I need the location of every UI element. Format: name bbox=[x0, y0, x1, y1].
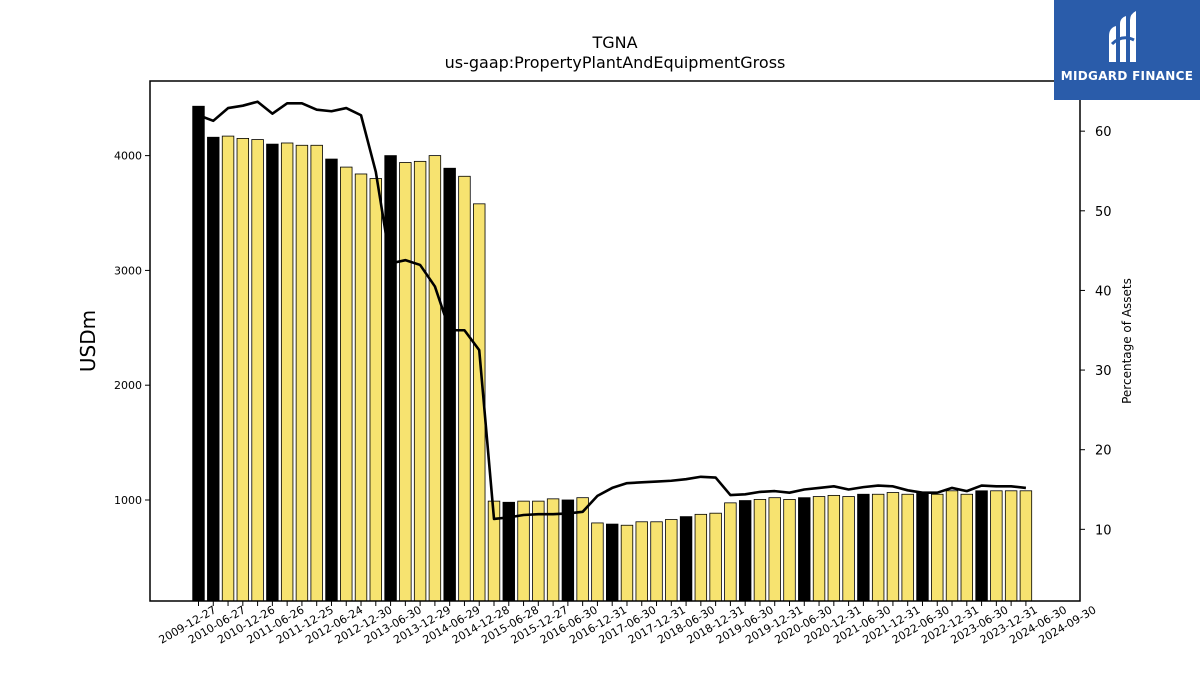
bar bbox=[665, 519, 678, 602]
bar bbox=[694, 513, 708, 602]
bar bbox=[635, 521, 648, 602]
y2-axis-label: Percentage of Assets bbox=[1120, 278, 1134, 404]
bar bbox=[295, 144, 309, 602]
bar bbox=[280, 142, 294, 602]
bar bbox=[753, 499, 767, 602]
bar bbox=[606, 523, 619, 602]
bar bbox=[413, 160, 427, 602]
bar bbox=[650, 521, 663, 602]
bar bbox=[886, 492, 900, 602]
bar bbox=[591, 522, 604, 602]
bar bbox=[842, 496, 855, 602]
bar bbox=[532, 500, 545, 602]
bar bbox=[325, 158, 338, 602]
bar bbox=[236, 137, 250, 602]
y-axis-label: USDm bbox=[76, 309, 100, 373]
bar bbox=[738, 500, 752, 602]
bar bbox=[812, 496, 826, 602]
bar bbox=[192, 105, 205, 602]
bar bbox=[251, 139, 264, 602]
bar bbox=[931, 493, 944, 602]
bar bbox=[340, 166, 353, 602]
y2-tick-label: 40 bbox=[1095, 284, 1112, 299]
bar bbox=[709, 512, 722, 602]
bar bbox=[901, 493, 914, 602]
bar bbox=[827, 494, 841, 602]
bar bbox=[369, 178, 383, 602]
chart-title: TGNA bbox=[592, 33, 638, 52]
bar bbox=[207, 136, 220, 602]
y-tick-label: 2000 bbox=[114, 379, 142, 392]
logo-text: MIDGARD FINANCE bbox=[1060, 69, 1194, 83]
chart-subtitle: us-gaap:PropertyPlantAndEquipmentGross bbox=[444, 53, 786, 72]
bar bbox=[1019, 490, 1033, 602]
bar bbox=[975, 490, 988, 602]
y-tick-label: 4000 bbox=[114, 150, 142, 163]
y-tick-label: 1000 bbox=[114, 494, 142, 507]
bar bbox=[1004, 490, 1018, 602]
bar bbox=[783, 499, 796, 602]
bar bbox=[458, 175, 471, 602]
bar bbox=[916, 492, 929, 602]
bar bbox=[798, 497, 811, 602]
y2-tick-label: 20 bbox=[1095, 444, 1112, 459]
y2-tick-label: 50 bbox=[1095, 205, 1112, 220]
midgard-finance-logo: MIDGARD FINANCE bbox=[1054, 0, 1200, 100]
bar bbox=[679, 516, 693, 602]
bar bbox=[354, 173, 368, 602]
bar bbox=[561, 499, 575, 602]
bar bbox=[990, 490, 1003, 602]
bar bbox=[724, 502, 737, 602]
bar bbox=[399, 162, 412, 602]
bar bbox=[221, 135, 235, 602]
bar bbox=[310, 144, 323, 602]
bar bbox=[768, 497, 781, 602]
percentage-line bbox=[198, 100, 1027, 521]
bar bbox=[857, 493, 870, 602]
bar bbox=[384, 155, 397, 602]
y-tick-label: 3000 bbox=[114, 264, 142, 277]
y2-tick-label: 60 bbox=[1095, 125, 1112, 140]
bar bbox=[871, 493, 885, 602]
bar bbox=[428, 155, 442, 602]
plot-frame bbox=[149, 80, 1081, 602]
y2-tick-label: 10 bbox=[1095, 523, 1112, 538]
bar bbox=[266, 143, 279, 602]
bar bbox=[620, 524, 634, 602]
bar bbox=[443, 167, 456, 602]
bar bbox=[960, 493, 974, 602]
logo-mark-icon bbox=[1109, 11, 1136, 62]
y2-tick-label: 30 bbox=[1095, 364, 1112, 379]
bar bbox=[945, 490, 959, 602]
